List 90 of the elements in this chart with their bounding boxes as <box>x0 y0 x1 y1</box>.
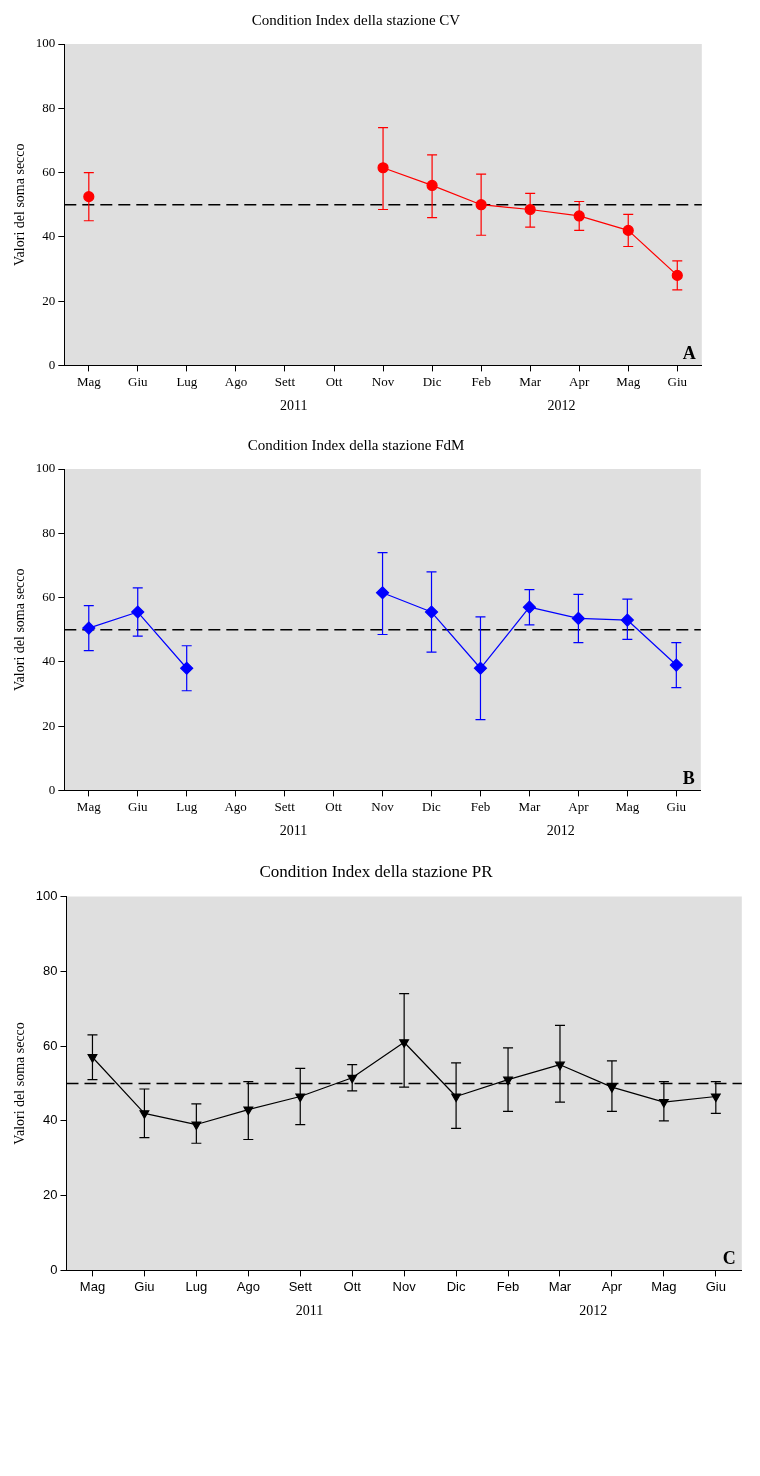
text: 2012 <box>546 823 575 839</box>
x-tick-label: Giu <box>705 1278 726 1294</box>
point <box>243 1106 254 1116</box>
y-axis-title: Valori del soma secco <box>12 568 28 691</box>
x-tick-label: Mar <box>518 798 541 814</box>
x-tick-label: Mag <box>76 373 102 389</box>
y-tick-label: 20 <box>42 717 56 733</box>
text: 2011 <box>280 398 308 414</box>
x-tick-label: Mag <box>76 798 102 814</box>
x-tick-label: Feb <box>470 798 491 814</box>
x-tick-label: Giu <box>666 798 687 814</box>
x-tick-label: Nov <box>371 373 395 389</box>
x-tick-label: Nov <box>392 1278 417 1294</box>
y-tick-label: 40 <box>42 653 56 669</box>
x-tick-label: Mag <box>616 373 641 389</box>
x-tick-label: Feb <box>496 1278 520 1294</box>
y-tick-label: 80 <box>42 524 56 540</box>
y-tick-label: 20 <box>42 292 56 308</box>
x-tick-label: Ago <box>224 373 248 389</box>
text: 2011 <box>279 823 308 839</box>
x-tick-label: Ott <box>325 373 343 389</box>
point <box>524 203 536 216</box>
text: 2011 <box>295 1303 324 1319</box>
x-tick-label: Ago <box>224 798 247 814</box>
point <box>131 605 145 619</box>
x-tick-label: Nov <box>371 798 395 814</box>
point <box>83 191 95 203</box>
point <box>473 661 488 675</box>
y-tick-label: 40 <box>42 228 56 244</box>
y-tick-label: 80 <box>42 99 56 115</box>
x-tick-label: Dic <box>446 1278 466 1294</box>
x-tick-label: Ott <box>325 798 343 814</box>
y-tick-label: 20 <box>43 1187 58 1203</box>
point <box>295 1093 306 1103</box>
text: 2012 <box>579 1303 608 1319</box>
point <box>620 613 634 627</box>
point <box>710 1093 721 1103</box>
x-tick-label: Dic <box>422 373 442 389</box>
x-tick-label: Lug <box>185 1278 208 1294</box>
y-axis-title: Valori del soma secco <box>12 1022 28 1145</box>
x-tick-label: Mag <box>615 798 640 814</box>
y-tick-label: 40 <box>43 1112 58 1128</box>
y-tick-label: 0 <box>48 781 56 797</box>
annotation: C <box>722 1248 736 1269</box>
x-tick-label: Giu <box>667 373 688 389</box>
y-tick-label: 60 <box>42 588 56 604</box>
chart-title: Condition Index della stazione FdM <box>247 436 465 453</box>
point <box>139 1110 150 1119</box>
x-tick-label: Sett <box>274 798 296 814</box>
point <box>424 605 439 619</box>
point <box>87 1054 98 1063</box>
x-tick-label: Ago <box>236 1278 260 1294</box>
x-tick-label: Dic <box>422 798 442 814</box>
y-tick-label: 100 <box>35 35 56 51</box>
y-axis-title: Valori del soma secco <box>12 143 28 266</box>
x-tick-label: Ott <box>343 1278 362 1294</box>
point <box>669 658 683 672</box>
x-tick-label: Apr <box>569 373 590 389</box>
y-tick-label: 60 <box>42 163 56 179</box>
y-tick-label: 80 <box>43 962 58 978</box>
x-tick-label: Apr <box>568 798 590 814</box>
x-tick-label: Mar <box>519 373 542 389</box>
point <box>671 269 683 282</box>
y-tick-label: 60 <box>43 1037 58 1053</box>
x-tick-label: Giu <box>128 373 149 389</box>
x-tick-label: Sett <box>274 373 296 389</box>
x-tick-label: Giu <box>127 798 148 814</box>
x-tick-label: Mag <box>79 1278 106 1294</box>
x-tick-label: Lug <box>176 373 198 389</box>
y-tick-label: 100 <box>35 460 56 476</box>
x-tick-label: Mag <box>651 1278 677 1294</box>
point <box>191 1121 202 1131</box>
y-tick-label: 100 <box>35 887 58 903</box>
text: 2012 <box>547 398 576 414</box>
point <box>622 224 634 237</box>
point <box>375 586 390 600</box>
y-tick-label: 0 <box>50 1261 58 1277</box>
y-tick-label: 0 <box>48 356 56 372</box>
annotation: A <box>682 343 696 364</box>
point <box>522 600 537 614</box>
x-tick-label: Giu <box>134 1278 155 1294</box>
x-tick-label: Apr <box>601 1278 623 1294</box>
annotation: B <box>682 768 695 789</box>
point <box>82 621 96 635</box>
chart-title: Condition Index della stazione PR <box>259 861 494 881</box>
x-tick-label: Lug <box>176 798 198 814</box>
chart-title: Condition Index della stazione CV <box>251 11 461 28</box>
x-tick-label: Mar <box>548 1278 572 1294</box>
x-tick-label: Feb <box>471 373 491 389</box>
x-tick-label: Sett <box>288 1278 313 1294</box>
